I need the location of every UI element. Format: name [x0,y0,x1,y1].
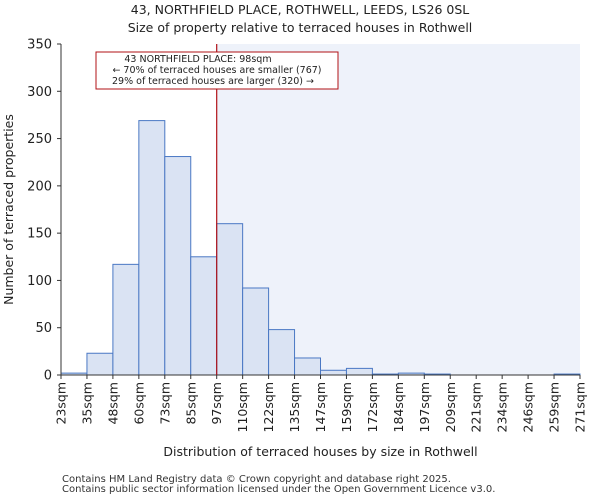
y-tick-label: 200 [27,179,52,194]
annotation-box [95,51,339,90]
histogram-bar [242,287,270,376]
histogram-bar [86,352,114,376]
y-tick-label: 300 [27,85,52,100]
x-tick-label: 221sqm [469,382,484,432]
x-tick-label: 259sqm [547,382,562,432]
x-tick-label: 23sqm [54,382,69,425]
x-tick-label: 135sqm [287,382,302,432]
y-tick-label: 100 [27,274,52,289]
x-tick-label: 172sqm [365,382,380,432]
x-tick-label: 184sqm [391,382,406,432]
histogram-bar [216,223,244,376]
histogram-bar [345,367,373,376]
x-tick-label: 209sqm [443,382,458,432]
histogram-bar [112,263,140,376]
y-tick-label: 350 [27,38,52,53]
histogram-bar [320,369,347,376]
x-tick-label: 271sqm [573,382,588,432]
x-tick-label: 159sqm [339,382,354,432]
x-tick-label: 197sqm [417,382,432,432]
x-tick-label: 48sqm [105,382,120,425]
histogram-bar [268,329,296,376]
x-tick-label: 234sqm [495,382,510,432]
y-tick-label: 150 [27,227,52,242]
x-axis-label: Distribution of terraced houses by size … [163,444,477,459]
annotation-smaller: ← 70% of terraced houses are smaller (76… [112,65,321,76]
x-tick-label: 246sqm [521,382,536,432]
histogram-bar [138,120,166,376]
x-tick-label: 85sqm [183,382,198,425]
x-tick-label: 73sqm [157,382,172,425]
highlight-region [216,44,580,375]
x-tick-label: 110sqm [235,382,250,432]
histogram-bar [190,256,218,376]
x-tick-label: 60sqm [131,382,146,425]
histogram-bar [294,357,321,376]
y-tick-label: 0 [44,369,52,384]
y-axis-label: Number of terraced properties [1,114,16,305]
footer-copyright: Contains HM Land Registry data © Crown c… [62,474,451,485]
y-tick-label: 250 [27,132,52,147]
y-tick-label: 50 [35,321,52,336]
x-tick-label: 122sqm [261,382,276,432]
footer-licence: Contains public sector information licen… [62,484,496,495]
x-tick-label: 35sqm [79,382,94,425]
annotation-larger: 29% of terraced houses are larger (320) … [112,76,314,87]
chart-subtitle: Size of property relative to terraced ho… [127,20,473,35]
chart-title: 43, NORTHFIELD PLACE, ROTHWELL, LEEDS, L… [130,2,470,17]
histogram-bar [164,156,192,376]
annotation-title: 43 NORTHFIELD PLACE: 98sqm [124,54,271,65]
x-tick-label: 147sqm [313,382,328,432]
x-tick-label: 97sqm [209,382,224,425]
